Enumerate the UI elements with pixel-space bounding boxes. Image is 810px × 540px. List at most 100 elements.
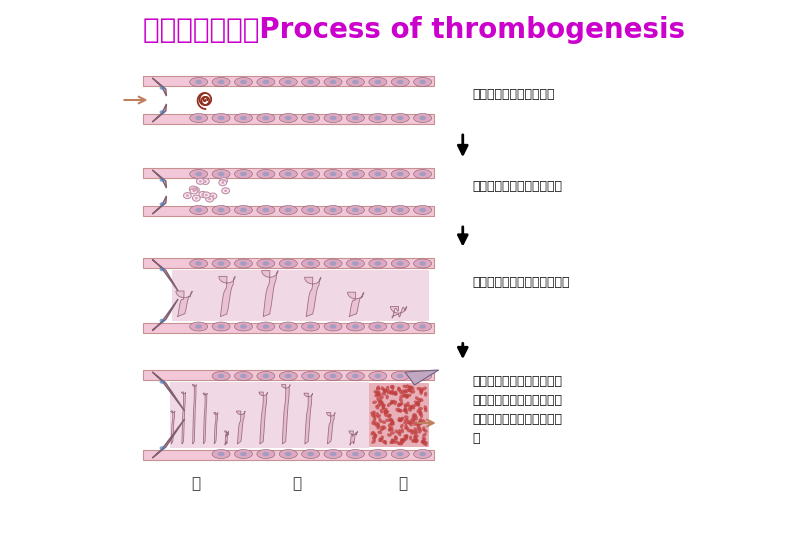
Ellipse shape	[398, 431, 401, 436]
Polygon shape	[326, 413, 335, 444]
Ellipse shape	[386, 414, 391, 417]
Ellipse shape	[414, 431, 418, 435]
Ellipse shape	[279, 449, 297, 458]
Ellipse shape	[373, 431, 376, 436]
Ellipse shape	[376, 387, 381, 390]
Ellipse shape	[414, 113, 432, 123]
Ellipse shape	[422, 433, 427, 437]
Polygon shape	[224, 431, 228, 445]
Ellipse shape	[373, 410, 376, 415]
Ellipse shape	[418, 399, 421, 403]
Ellipse shape	[347, 113, 364, 123]
Polygon shape	[405, 370, 439, 385]
Ellipse shape	[399, 418, 403, 422]
Ellipse shape	[418, 429, 422, 434]
Ellipse shape	[370, 431, 374, 436]
Ellipse shape	[352, 324, 359, 329]
Ellipse shape	[411, 390, 416, 394]
Ellipse shape	[208, 198, 211, 200]
Ellipse shape	[422, 438, 425, 443]
Ellipse shape	[234, 322, 253, 331]
Ellipse shape	[379, 400, 383, 404]
Ellipse shape	[192, 187, 199, 193]
Ellipse shape	[212, 372, 230, 381]
Ellipse shape	[234, 449, 253, 458]
Ellipse shape	[369, 170, 387, 179]
Ellipse shape	[390, 400, 393, 405]
Ellipse shape	[397, 324, 403, 329]
Ellipse shape	[383, 410, 388, 414]
Ellipse shape	[330, 208, 336, 212]
Ellipse shape	[422, 436, 426, 441]
Ellipse shape	[212, 259, 230, 268]
Ellipse shape	[381, 426, 385, 430]
Ellipse shape	[407, 394, 411, 397]
Ellipse shape	[407, 386, 411, 390]
Ellipse shape	[394, 391, 398, 396]
Ellipse shape	[416, 387, 421, 390]
Polygon shape	[176, 291, 192, 316]
Ellipse shape	[377, 392, 381, 396]
Ellipse shape	[424, 392, 428, 396]
Ellipse shape	[193, 190, 195, 192]
Ellipse shape	[190, 259, 207, 268]
Ellipse shape	[285, 172, 292, 176]
Polygon shape	[214, 413, 218, 444]
Ellipse shape	[399, 398, 403, 402]
Ellipse shape	[401, 428, 404, 433]
Ellipse shape	[279, 113, 297, 123]
Ellipse shape	[414, 372, 432, 381]
Text: 体: 体	[292, 476, 301, 491]
Polygon shape	[152, 419, 185, 458]
Ellipse shape	[420, 80, 426, 84]
Ellipse shape	[394, 436, 398, 441]
Ellipse shape	[352, 80, 359, 84]
Polygon shape	[152, 170, 166, 188]
Ellipse shape	[279, 372, 297, 381]
Polygon shape	[262, 271, 278, 316]
Ellipse shape	[301, 259, 320, 268]
Ellipse shape	[190, 113, 207, 123]
Bar	[172, 269, 429, 321]
Ellipse shape	[390, 441, 394, 444]
Ellipse shape	[407, 428, 411, 433]
Ellipse shape	[404, 424, 407, 429]
Ellipse shape	[257, 170, 275, 179]
Ellipse shape	[301, 78, 320, 86]
Ellipse shape	[405, 435, 408, 440]
Polygon shape	[181, 392, 185, 444]
Ellipse shape	[330, 116, 336, 120]
Ellipse shape	[307, 208, 314, 212]
Ellipse shape	[285, 452, 292, 456]
Ellipse shape	[301, 113, 320, 123]
Ellipse shape	[420, 413, 423, 418]
Text: 血栓的形成过程Process of thrombogenesis: 血栓的形成过程Process of thrombogenesis	[143, 16, 684, 44]
Ellipse shape	[399, 390, 403, 395]
Ellipse shape	[424, 429, 428, 433]
Ellipse shape	[397, 403, 401, 408]
Ellipse shape	[324, 322, 342, 331]
Ellipse shape	[400, 438, 403, 443]
Ellipse shape	[400, 424, 403, 429]
Ellipse shape	[257, 372, 275, 381]
Ellipse shape	[184, 193, 191, 199]
Ellipse shape	[415, 403, 420, 407]
Ellipse shape	[382, 403, 386, 407]
Ellipse shape	[347, 372, 364, 381]
Polygon shape	[237, 411, 245, 444]
Ellipse shape	[352, 116, 359, 120]
Ellipse shape	[199, 180, 202, 183]
Ellipse shape	[384, 413, 388, 417]
Bar	[143, 114, 434, 124]
Ellipse shape	[403, 393, 407, 397]
Ellipse shape	[369, 113, 387, 123]
Ellipse shape	[218, 452, 224, 456]
Ellipse shape	[285, 261, 292, 266]
Ellipse shape	[330, 324, 336, 329]
Ellipse shape	[422, 387, 427, 390]
Ellipse shape	[220, 178, 228, 184]
Ellipse shape	[373, 418, 377, 423]
Ellipse shape	[402, 437, 407, 441]
Ellipse shape	[375, 405, 379, 409]
Ellipse shape	[415, 439, 419, 443]
